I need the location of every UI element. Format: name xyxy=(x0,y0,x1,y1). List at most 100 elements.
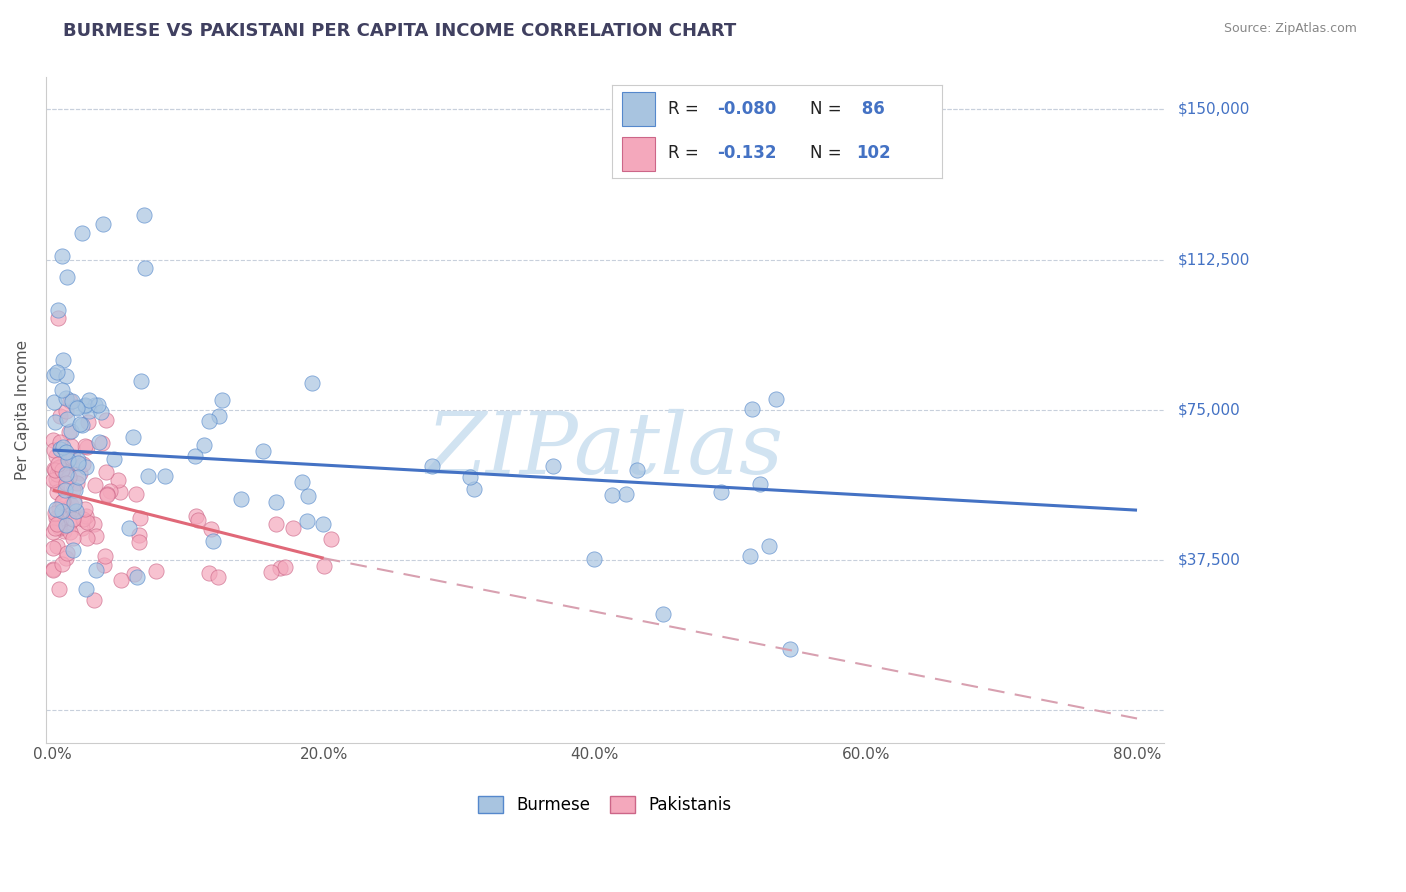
Text: ZIPatlas: ZIPatlas xyxy=(426,409,783,491)
Point xyxy=(741,402,763,417)
Point xyxy=(710,485,733,500)
Point xyxy=(55,476,77,491)
Point xyxy=(458,470,481,484)
Point xyxy=(42,368,65,383)
Point xyxy=(55,391,77,405)
Point xyxy=(84,478,107,492)
Point xyxy=(51,249,73,263)
Point xyxy=(51,504,73,518)
Point xyxy=(48,501,70,516)
Point xyxy=(60,394,83,409)
Point xyxy=(52,494,75,508)
Point xyxy=(45,365,67,379)
Point xyxy=(91,217,114,231)
Text: -0.080: -0.080 xyxy=(717,100,776,118)
Point xyxy=(134,261,156,276)
Point xyxy=(75,399,97,413)
Point xyxy=(765,392,787,406)
Point xyxy=(45,501,67,516)
Point xyxy=(60,498,83,512)
Point xyxy=(463,482,485,496)
Point xyxy=(132,208,155,222)
Point xyxy=(77,393,100,408)
Point xyxy=(69,466,91,480)
Point xyxy=(291,475,314,490)
Point xyxy=(541,459,564,474)
Text: R =: R = xyxy=(668,145,704,162)
Point xyxy=(44,415,66,429)
Point xyxy=(77,403,100,417)
Point xyxy=(197,566,219,580)
Point xyxy=(49,521,72,535)
Point xyxy=(193,437,215,451)
Text: 102: 102 xyxy=(856,145,891,162)
Point xyxy=(44,521,66,535)
Point xyxy=(312,559,335,574)
Text: Source: ZipAtlas.com: Source: ZipAtlas.com xyxy=(1223,22,1357,36)
Point xyxy=(62,543,84,558)
Point xyxy=(103,452,125,467)
Point xyxy=(55,550,77,565)
Point xyxy=(51,495,73,509)
Point xyxy=(740,549,762,564)
Point xyxy=(75,582,97,596)
Point xyxy=(62,511,84,525)
Point xyxy=(51,383,73,397)
Point xyxy=(66,476,89,491)
Point xyxy=(45,472,67,486)
Point xyxy=(55,411,77,425)
Point xyxy=(55,467,77,481)
Point xyxy=(297,489,319,503)
Point xyxy=(42,394,65,409)
Point xyxy=(59,425,82,439)
Point xyxy=(128,534,150,549)
Point xyxy=(264,516,287,531)
Point xyxy=(582,552,605,566)
Point xyxy=(110,485,132,500)
Point xyxy=(75,459,97,474)
Point xyxy=(46,310,69,325)
Point xyxy=(274,559,297,574)
Point xyxy=(84,528,107,542)
Point xyxy=(319,532,342,546)
Point xyxy=(51,557,73,571)
Point xyxy=(124,487,146,501)
Point xyxy=(48,582,70,597)
Point xyxy=(51,463,73,477)
Point xyxy=(231,491,253,506)
Point xyxy=(62,450,84,464)
Point xyxy=(87,435,110,450)
Point xyxy=(53,483,76,497)
Point xyxy=(42,442,65,457)
Point xyxy=(48,457,70,471)
Point xyxy=(67,456,90,470)
Point xyxy=(58,425,80,439)
Point xyxy=(75,439,97,453)
Point xyxy=(110,573,132,587)
Point xyxy=(45,450,67,464)
Point xyxy=(614,486,637,500)
Point xyxy=(96,488,118,502)
Point xyxy=(207,570,229,584)
Point xyxy=(297,514,319,528)
Point xyxy=(49,510,72,524)
Point xyxy=(55,404,77,418)
Point xyxy=(63,496,86,510)
Point xyxy=(96,486,118,500)
Point xyxy=(55,517,77,532)
Point xyxy=(56,465,79,479)
Point xyxy=(55,444,77,458)
Point xyxy=(121,430,143,444)
Text: $112,500: $112,500 xyxy=(1178,252,1250,268)
Point xyxy=(53,452,76,467)
Point xyxy=(73,399,96,413)
Point xyxy=(118,521,141,535)
Point xyxy=(65,504,87,518)
Point xyxy=(208,409,231,424)
Point xyxy=(201,533,224,548)
Point xyxy=(72,521,94,535)
Point xyxy=(62,493,84,508)
Point xyxy=(66,453,89,467)
Point xyxy=(65,401,87,415)
Point xyxy=(42,433,65,447)
